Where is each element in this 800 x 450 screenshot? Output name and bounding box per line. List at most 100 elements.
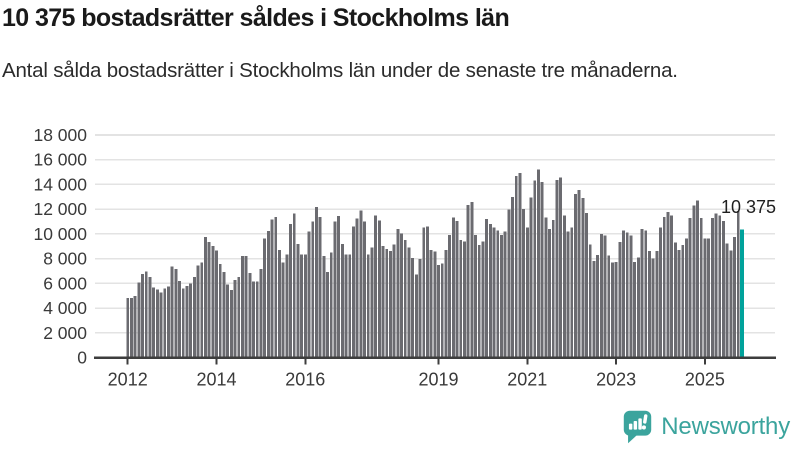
bar (555, 179, 559, 358)
y-axis-tick-label: 0 (77, 348, 87, 368)
bar (459, 239, 463, 358)
bar (178, 280, 181, 358)
bar (633, 261, 637, 358)
bar (699, 217, 703, 358)
bar (577, 189, 581, 358)
bar (618, 241, 622, 358)
bar (326, 272, 329, 358)
bar (451, 217, 455, 358)
bar (625, 232, 629, 358)
bar (610, 262, 614, 358)
bar (729, 250, 733, 358)
bar (522, 208, 526, 358)
bar (329, 252, 333, 358)
bar (163, 288, 167, 358)
bar (166, 286, 170, 358)
bar (233, 280, 237, 358)
bar (344, 254, 348, 358)
latest-value-label: 10 375 (721, 197, 776, 217)
bar (152, 287, 156, 358)
bar (692, 205, 696, 358)
page-title: 10 375 bostadsrätter såldes i Stockholms… (2, 4, 510, 32)
bar (688, 217, 692, 358)
bar (655, 250, 659, 358)
bar (714, 213, 718, 358)
bar (237, 277, 241, 358)
bar (474, 234, 477, 358)
bar (596, 254, 600, 358)
y-axis-tick-label: 2 000 (43, 323, 87, 343)
y-axis-tick-label: 4 000 (43, 298, 87, 318)
bar (126, 298, 130, 358)
bar (322, 255, 326, 358)
bar (570, 227, 574, 358)
y-axis-tick-label: 8 000 (43, 249, 87, 269)
bar (366, 254, 370, 358)
bar (374, 215, 378, 358)
bar (170, 266, 174, 358)
bar (647, 250, 651, 358)
bar (499, 235, 503, 358)
bar (588, 244, 592, 358)
bar (385, 249, 389, 358)
bar (403, 239, 407, 358)
bar (359, 210, 363, 358)
bar (274, 217, 278, 358)
bar (666, 212, 670, 358)
bar (551, 219, 555, 358)
y-axis-tick-label: 6 000 (43, 273, 87, 293)
bar (200, 262, 204, 358)
bar (155, 289, 159, 358)
bar (133, 296, 137, 358)
bar (333, 221, 337, 358)
bar (266, 230, 270, 358)
bar (418, 258, 422, 358)
bar-chart-canvas: 0 2 000 4 000 6 000 8 000 10 000 12 000 14 000 1… (33, 125, 776, 390)
bar (651, 258, 655, 358)
bar (411, 258, 415, 358)
bar (159, 292, 163, 358)
bar (348, 254, 352, 358)
bar (636, 257, 640, 358)
bar (215, 250, 218, 358)
bar (533, 180, 537, 358)
bar (285, 254, 289, 358)
bar (673, 242, 677, 358)
bar (259, 268, 263, 358)
bar (337, 216, 341, 358)
x-axis-tick-label: 2021 (507, 370, 547, 390)
bar (622, 230, 625, 358)
bar (721, 221, 725, 358)
bar (566, 231, 570, 358)
bar (244, 256, 248, 358)
bar (407, 247, 411, 358)
bar (363, 221, 366, 358)
bar (703, 238, 707, 358)
y-axis-tick-label: 12 000 (33, 199, 87, 219)
bar (303, 254, 307, 358)
bar (718, 215, 722, 358)
bar (192, 276, 196, 358)
bar (377, 220, 381, 358)
x-axis-tick-label: 2025 (685, 370, 725, 390)
bar (370, 247, 374, 358)
bar (559, 177, 563, 358)
bar (281, 262, 285, 358)
bar (222, 272, 226, 358)
bar (614, 261, 618, 358)
x-axis-tick-label: 2016 (285, 370, 325, 390)
newsworthy-logo[interactable]: Newsworthy (622, 409, 790, 445)
bar (581, 198, 585, 358)
bar (189, 283, 193, 358)
bar (141, 274, 144, 358)
y-axis-tick-label: 16 000 (33, 150, 87, 170)
bar (252, 281, 255, 358)
bar (181, 288, 185, 358)
bar (466, 204, 470, 358)
bar (144, 271, 148, 358)
bar (381, 245, 385, 358)
y-axis-tick-label: 14 000 (33, 174, 87, 194)
bar (640, 229, 644, 358)
bar (481, 241, 485, 358)
